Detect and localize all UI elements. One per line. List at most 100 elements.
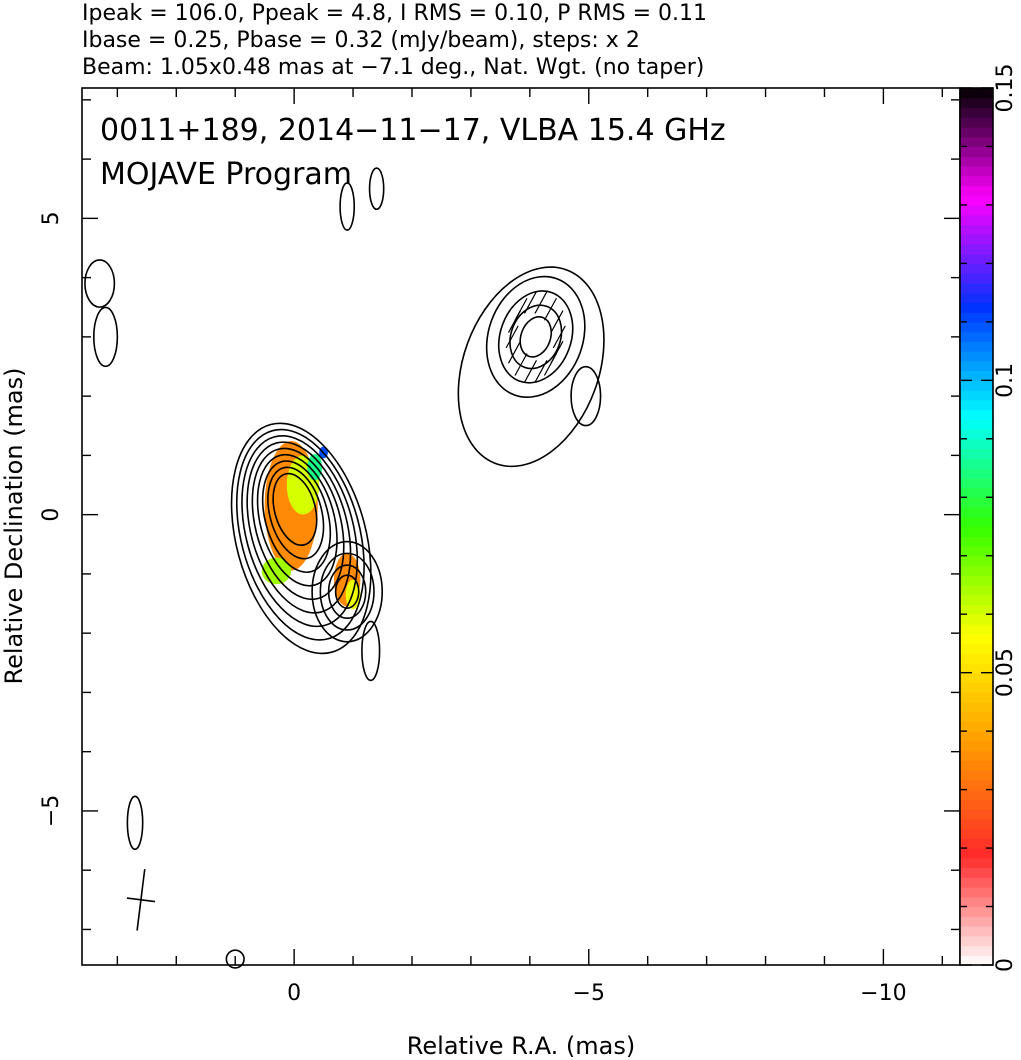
colorbar-step [960, 331, 993, 342]
evpa-tick [543, 297, 557, 321]
colorbar-step [960, 419, 993, 430]
header-line-2: Ibase = 0.25, Pbase = 0.32 (mJy/beam), s… [82, 28, 640, 53]
noise-contour-5 [126, 795, 144, 851]
colorbar-step [960, 468, 993, 479]
colorbar-step [960, 429, 993, 440]
colorbar-step [960, 487, 993, 498]
y-ticks [82, 99, 960, 931]
noise-contour-3 [368, 167, 385, 211]
colorbar-step [960, 643, 993, 654]
colorbar-step [960, 682, 993, 693]
jet-contour-3 [334, 574, 360, 609]
colorbar-step [960, 204, 993, 216]
colorbar-step [960, 945, 993, 956]
colorbar-step [960, 750, 993, 761]
colorbar-step [960, 273, 993, 284]
evpa-tick [514, 297, 528, 321]
beam-minor-axis [126, 897, 156, 903]
evpa-tick [534, 360, 548, 383]
noise-contour-6 [225, 949, 245, 969]
colorbar-tick-label: 0.05 [993, 648, 1018, 697]
colorbar-step [960, 672, 993, 684]
colorbar-step [960, 195, 993, 206]
colorbar-step [960, 701, 993, 713]
y-tick-label: −5 [39, 795, 64, 827]
colorbar-step [960, 662, 993, 674]
x-ticks [116, 88, 944, 965]
colorbar-step [960, 214, 993, 226]
colorbar-step [960, 292, 993, 303]
colorbar-step [960, 731, 993, 742]
colorbar-step [960, 711, 993, 722]
colorbar-step [960, 97, 993, 109]
colorbar-step [960, 770, 993, 781]
header-line-3: Beam: 1.05x0.48 mas at −7.1 deg., Nat. W… [82, 55, 704, 80]
colorbar-step [960, 234, 993, 245]
noise-contour-2 [339, 182, 356, 231]
colorbar-frame [959, 87, 994, 966]
colorbar-step [960, 565, 993, 576]
colorbar-step [960, 955, 993, 966]
colorbar-step [960, 126, 993, 138]
evpa-tick [523, 360, 538, 383]
colorbar-step [960, 867, 993, 878]
colorbar-step [960, 653, 993, 664]
colorbar-step [960, 438, 993, 450]
colorbar-ticks [960, 87, 993, 966]
colorbar-step [960, 604, 993, 615]
colorbar-step [960, 926, 993, 937]
evpa-ticks [505, 291, 566, 383]
colorbar-step [960, 721, 993, 732]
y-axis-label: Relative Declination (mas) [0, 367, 28, 684]
colorbar-step [960, 545, 993, 557]
colorbar-step [960, 594, 993, 606]
panel-subtitle: MOJAVE Program [100, 157, 352, 192]
evpa-tick [514, 353, 528, 376]
colorbar-step [960, 185, 993, 196]
colorbar-step [960, 555, 993, 567]
colorbar-step [960, 117, 993, 128]
colorbar-step [960, 809, 993, 820]
evpa-tick [550, 310, 564, 333]
colorbar-step [960, 136, 993, 148]
colorbar-step [960, 341, 993, 352]
y-tick-label: 0 [39, 508, 64, 522]
core-contour-3 [246, 441, 352, 614]
plot-frame [81, 87, 961, 966]
x-tick-label: −5 [573, 981, 605, 1006]
beam-cross [126, 869, 156, 931]
core-contour-1 [235, 428, 365, 641]
colorbar-step [960, 370, 993, 381]
colorbar-step [960, 623, 993, 635]
y-tick-label: 5 [39, 211, 64, 225]
colorbar-step [960, 799, 993, 810]
colorbar-step [960, 633, 993, 645]
colorbar-step [960, 818, 993, 830]
x-tick-label: −10 [860, 981, 906, 1006]
core-contour-0 [230, 422, 372, 655]
colorbar-step [960, 380, 993, 391]
colorbar-step [960, 282, 993, 294]
evpa-tick [543, 353, 557, 376]
colorbar-step [960, 165, 993, 177]
colorbar-step [960, 507, 993, 518]
colorbar-step [960, 614, 993, 625]
colorbar-step [960, 497, 993, 508]
header-line-1: Ipeak = 106.0, Ppeak = 4.8, I RMS = 0.10… [82, 1, 707, 26]
colorbar-step [960, 312, 993, 323]
colorbar-step [960, 857, 993, 869]
colorbar-step [960, 828, 993, 839]
colorbar-step [960, 224, 993, 235]
colorbar [960, 88, 993, 966]
colorbar-step [960, 887, 993, 898]
outer-contour-4 [519, 316, 553, 358]
outer-contour-1 [485, 275, 586, 399]
colorbar-step [960, 877, 993, 888]
outer-contour-3 [509, 304, 563, 370]
jet-contour-1 [319, 552, 375, 631]
core-contour-5 [256, 453, 338, 587]
colorbar-step [960, 760, 993, 771]
colorbar-step [960, 107, 993, 118]
colorbar-step [960, 779, 993, 791]
